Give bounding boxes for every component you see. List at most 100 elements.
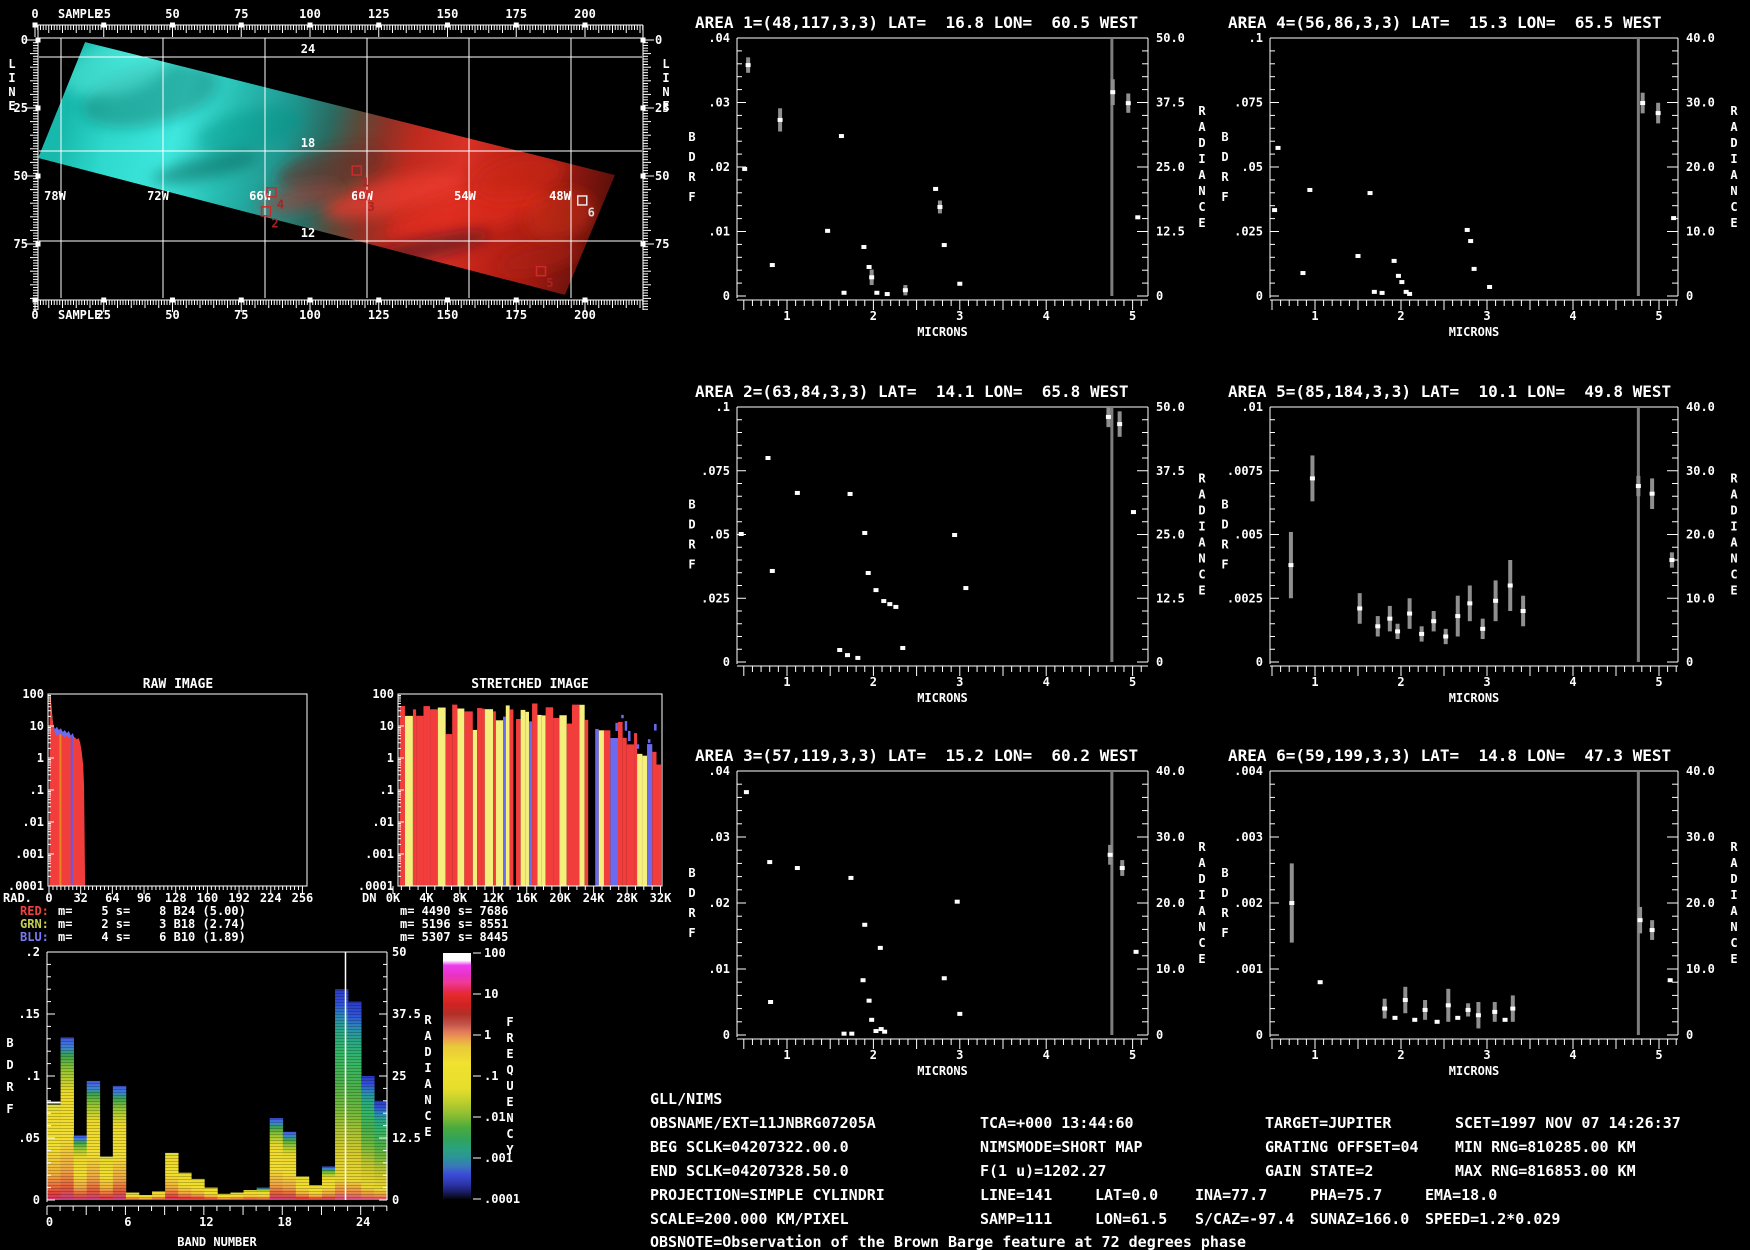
y-tick-label: 0	[1256, 289, 1263, 303]
y2-axis-title: E	[1730, 216, 1737, 230]
x-tick-label: 5	[1655, 1048, 1662, 1062]
metadata-field: TCA=+000 13:44:60	[980, 1114, 1134, 1132]
y2-axis-title: C	[1198, 936, 1205, 950]
y-axis-title: B	[688, 866, 695, 880]
area-plot-area5: AREA 5=(85,184,3,3) LAT= 10.1 LON= 49.8 …	[1221, 382, 1738, 705]
plot-title: AREA 2=(63,84,3,3) LAT= 14.1 LON= 65.8 W…	[695, 382, 1128, 401]
histogram-stripe	[457, 708, 465, 886]
y-tick-label: .0075	[1227, 464, 1263, 478]
y2-tick-label: 0	[1686, 1028, 1693, 1042]
y-axis-title: F	[1221, 926, 1228, 940]
y2-axis-title: N	[1198, 920, 1205, 934]
x-tick-label: 1	[783, 1048, 790, 1062]
image-feature	[472, 153, 568, 203]
y-tick-label: 0	[723, 1028, 730, 1042]
y-axis-title: D	[688, 518, 695, 532]
x-tick-label: 12	[199, 1215, 213, 1229]
y2-tick-label: 20.0	[1156, 896, 1185, 910]
image-feature	[276, 146, 384, 190]
y2-axis-title: D	[1198, 136, 1205, 150]
y-tick-label: 0	[723, 655, 730, 669]
y2-axis-title: A	[1730, 488, 1738, 502]
data-point	[877, 945, 883, 950]
y2-axis-title: A	[1198, 120, 1206, 134]
histogram-spike	[59, 734, 62, 886]
y-tick-label: .1	[716, 400, 730, 414]
histogram-stripe	[656, 764, 661, 886]
line-axis-label: L	[8, 57, 15, 71]
scanline-overlay	[47, 952, 388, 1200]
wavelength-marker-line	[1636, 407, 1640, 662]
lat-grid-label: 12	[301, 226, 315, 240]
histogram-stripe	[559, 715, 567, 886]
y2-tick-label: 0	[1686, 289, 1693, 303]
histogram-stripe	[520, 709, 526, 886]
x-tick-label: 2	[870, 675, 877, 689]
data-point	[866, 264, 872, 269]
x-tick-label: 3	[956, 1048, 963, 1062]
colorbar-tick-label: .01	[484, 1110, 506, 1124]
colorbar-tick-label: .001	[484, 1151, 513, 1165]
y2-axis-title: N	[1730, 184, 1737, 198]
colorbar-title: Y	[506, 1143, 514, 1157]
y-tick-label: 1	[37, 751, 44, 765]
area-marker-4[interactable]	[266, 187, 277, 198]
data-point	[1275, 145, 1281, 150]
x-tick-label: 3	[956, 309, 963, 323]
image-feature	[196, 106, 304, 154]
y2-axis-title: A	[1730, 856, 1738, 870]
area-marker-label: 5	[546, 276, 553, 290]
y-tick-label: .0025	[1227, 591, 1263, 605]
stretched-x-axis-prefix: DN	[362, 891, 376, 905]
plot-frame	[397, 693, 663, 887]
y2-axis-title: E	[1198, 584, 1205, 598]
x-tick-label: 3	[956, 675, 963, 689]
y-tick-label: .075	[701, 464, 730, 478]
x-tick-label: 3	[1483, 1048, 1490, 1062]
data-point	[884, 292, 890, 297]
area-marker-3[interactable]	[357, 189, 368, 201]
area-marker-5[interactable]	[535, 265, 547, 277]
colorbar-tick-label: 100	[484, 946, 506, 960]
area-plot-area6: AREA 6=(59,199,3,3) LAT= 14.8 LON= 47.3 …	[1221, 746, 1738, 1078]
y-tick-label: .001	[365, 847, 394, 861]
colorbar-title: E	[506, 1047, 513, 1061]
data-point	[1502, 1017, 1508, 1022]
area-marker-6[interactable]	[577, 195, 588, 206]
y-axis-title: B	[6, 1036, 13, 1050]
histogram-fleck	[628, 730, 631, 742]
y2-axis-title: N	[424, 1093, 431, 1107]
sample-tick-label: 0	[31, 7, 38, 21]
data-point	[1443, 634, 1449, 639]
y2-axis-title: A	[424, 1077, 432, 1091]
area-marker-2[interactable]	[260, 206, 272, 217]
x-tick-label: 0	[46, 1215, 53, 1229]
y2-axis-title: N	[1730, 920, 1737, 934]
histogram-fleck	[654, 723, 657, 731]
y2-axis-title: C	[1730, 936, 1737, 950]
raw-x-axis-prefix: RAD.	[3, 891, 32, 905]
data-point	[1133, 949, 1139, 954]
line-axis-label: I	[662, 71, 669, 85]
area-marker-1[interactable]	[351, 165, 362, 176]
histogram-stripe	[445, 734, 453, 886]
histogram-area-RED	[49, 695, 86, 886]
y2-tick-label: 30.0	[1686, 464, 1715, 478]
y2-tick-label: 20.0	[1686, 160, 1715, 174]
y-tick-label: .2	[26, 945, 40, 959]
data-point	[957, 281, 963, 286]
y2-axis-title: I	[1730, 520, 1737, 534]
ruler-marker	[640, 37, 646, 43]
histogram-stripe	[516, 719, 521, 886]
ruler-marker	[35, 105, 41, 111]
map-image-area[interactable]	[38, 30, 615, 295]
colorbar-tick-label: .0001	[484, 1192, 520, 1206]
data-point	[1671, 216, 1677, 221]
data-point	[848, 875, 854, 880]
x-axis-title: MICRONS	[1449, 691, 1500, 705]
data-point	[1367, 191, 1373, 196]
x-tick-label: 3	[1483, 309, 1490, 323]
y2-axis-title: R	[1730, 472, 1738, 486]
